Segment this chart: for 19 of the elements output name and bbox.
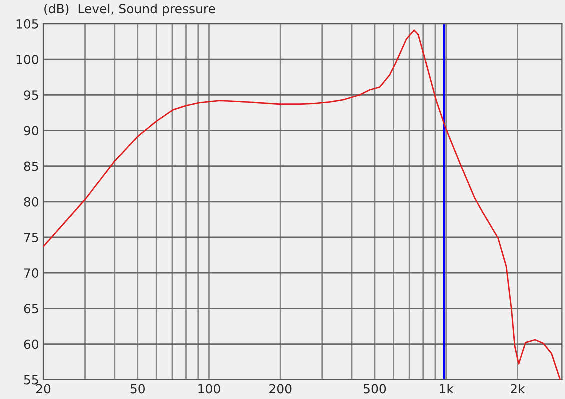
y-tick-label: 85 (24, 162, 38, 172)
y-tick-label: 75 (24, 233, 38, 242)
y-tick-label: 60 (24, 340, 39, 350)
x-tick-label: 100 (198, 384, 220, 394)
y-tick-label: 70 (24, 268, 39, 278)
y-tick-label: 55 (24, 375, 38, 385)
y-tick-label: 65 (24, 304, 38, 314)
y-tick-label: 105 (16, 19, 38, 29)
y-tick-label: 95 (24, 90, 38, 100)
x-tick-label: 20 (36, 384, 51, 394)
x-tick-label: 2k (511, 384, 526, 394)
y-tick-label: 100 (16, 55, 39, 64)
chart-title: (dB) Level, Sound pressure (44, 4, 216, 16)
y-tick-label: 90 (24, 126, 39, 136)
y-tick-label: 80 (24, 197, 39, 207)
x-tick-label: 200 (270, 384, 292, 394)
x-tick-label: 50 (130, 384, 145, 394)
x-tick-label: 1k (440, 384, 454, 394)
x-tick-label: 500 (364, 384, 386, 394)
